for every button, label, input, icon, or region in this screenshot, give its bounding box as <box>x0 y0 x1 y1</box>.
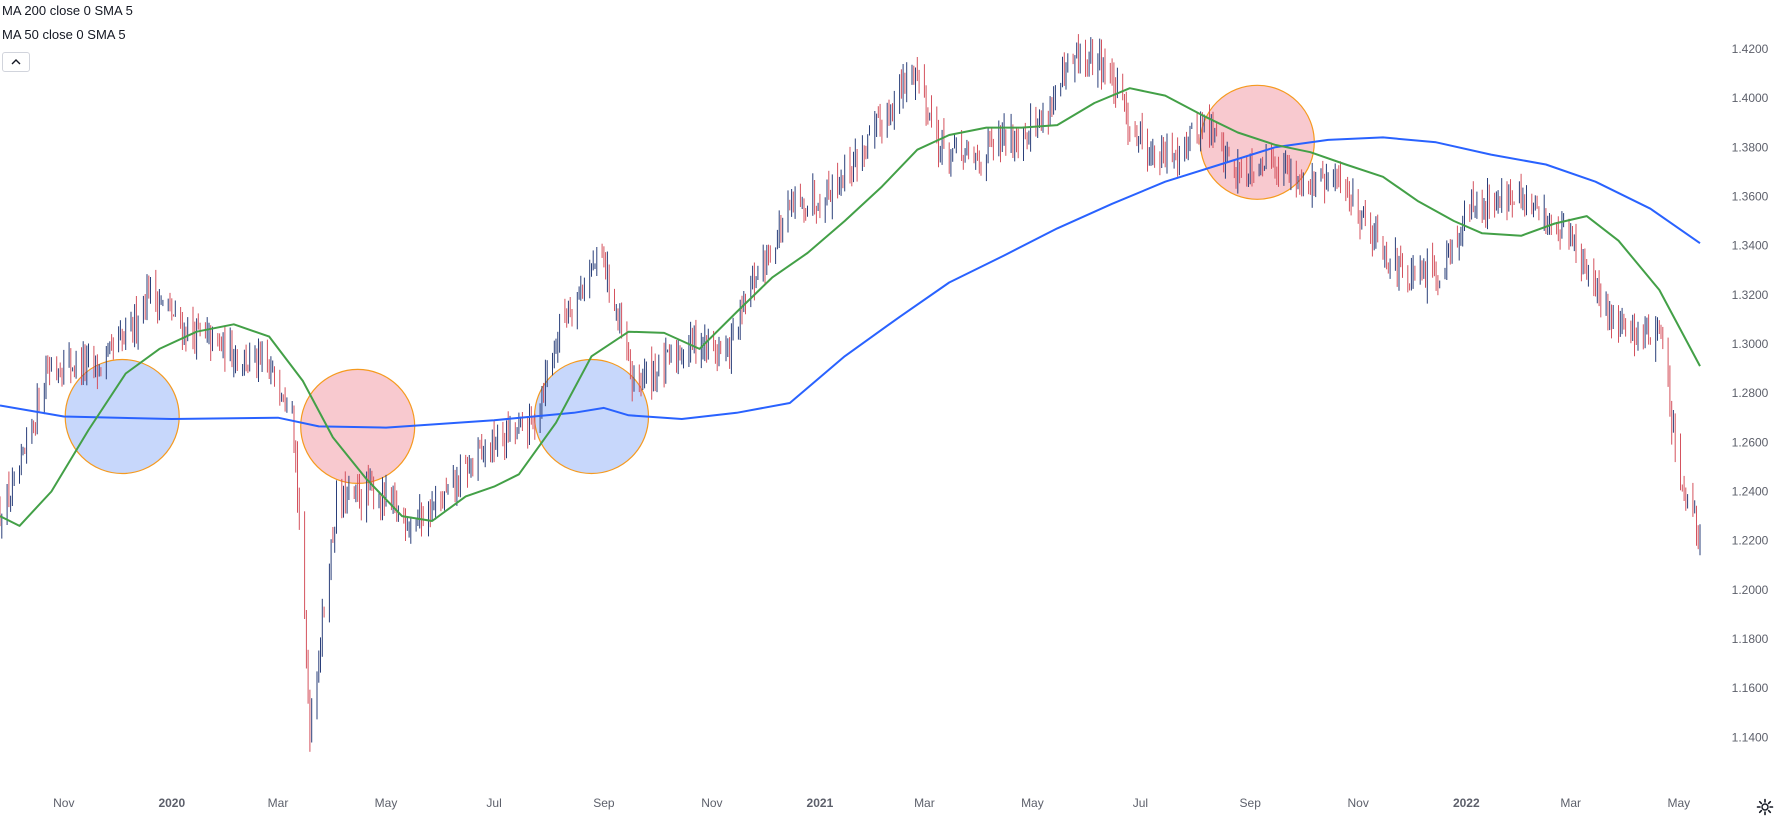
price-tick-label: 1.3800 <box>1732 140 1769 154</box>
price-tick-label: 1.2600 <box>1732 435 1769 449</box>
time-tick-label: Mar <box>268 796 289 810</box>
time-tick-label: May <box>1021 796 1044 810</box>
time-tick-label: May <box>375 796 398 810</box>
price-tick-label: 1.2800 <box>1732 386 1769 400</box>
legend-ma200[interactable]: MA 200 close 0 SMA 5 <box>2 3 133 18</box>
price-tick-label: 1.1600 <box>1732 681 1769 695</box>
chart-settings-button[interactable] <box>1755 797 1775 817</box>
price-axis[interactable]: 1.4200 1.4000 1.3800 1.3600 1.3400 1.3200 1.30… <box>1732 42 1769 745</box>
time-tick-label: Nov <box>1348 796 1369 810</box>
time-tick-label: May <box>1667 796 1690 810</box>
gear-icon <box>1756 798 1774 816</box>
price-tick-label: 1.3400 <box>1732 239 1769 253</box>
legend-collapse-button[interactable] <box>2 52 30 72</box>
indicator-legend: MA 200 close 0 SMA 5 MA 50 close 0 SMA 5 <box>2 2 133 72</box>
price-tick-label: 1.3000 <box>1732 337 1769 351</box>
time-tick-label: Nov <box>701 796 722 810</box>
moving-average-layer <box>0 87 1701 527</box>
price-tick-label: 1.3600 <box>1732 189 1769 203</box>
price-tick-label: 1.2400 <box>1732 485 1769 499</box>
bearish-cross-circle-4[interactable] <box>1199 84 1315 200</box>
price-tick-label: 1.4000 <box>1732 91 1769 105</box>
time-tick-label: Jul <box>1133 796 1148 810</box>
ma50-line[interactable] <box>0 87 1701 527</box>
time-tick-label: 2022 <box>1453 796 1480 810</box>
price-tick-label: 1.1400 <box>1732 730 1769 744</box>
bullish-cross-circle-3[interactable] <box>533 358 650 475</box>
legend-ma50[interactable]: MA 50 close 0 SMA 5 <box>2 27 126 42</box>
annotation-layer <box>64 84 1315 484</box>
time-tick-label: Nov <box>53 796 74 810</box>
time-tick-label: Mar <box>914 796 935 810</box>
time-axis[interactable]: Nov 2020 Mar May Jul Sep Nov 2021 Mar May Jul Sep No… <box>53 796 1690 810</box>
price-tick-label: 1.2200 <box>1732 534 1769 548</box>
price-tick-label: 1.2000 <box>1732 583 1769 597</box>
time-tick-label: Jul <box>486 796 501 810</box>
price-tick-label: 1.3200 <box>1732 288 1769 302</box>
time-tick-label: 2021 <box>807 796 834 810</box>
price-tick-label: 1.4200 <box>1732 42 1769 56</box>
price-tick-label: 1.1800 <box>1732 632 1769 646</box>
time-tick-label: Mar <box>1560 796 1581 810</box>
chevron-up-icon <box>11 59 21 65</box>
time-tick-label: Sep <box>593 796 615 810</box>
time-tick-label: Sep <box>1240 796 1262 810</box>
time-tick-label: 2020 <box>158 796 185 810</box>
ohlc-bars-layer <box>0 34 1701 752</box>
ma200-line[interactable] <box>0 136 1701 429</box>
